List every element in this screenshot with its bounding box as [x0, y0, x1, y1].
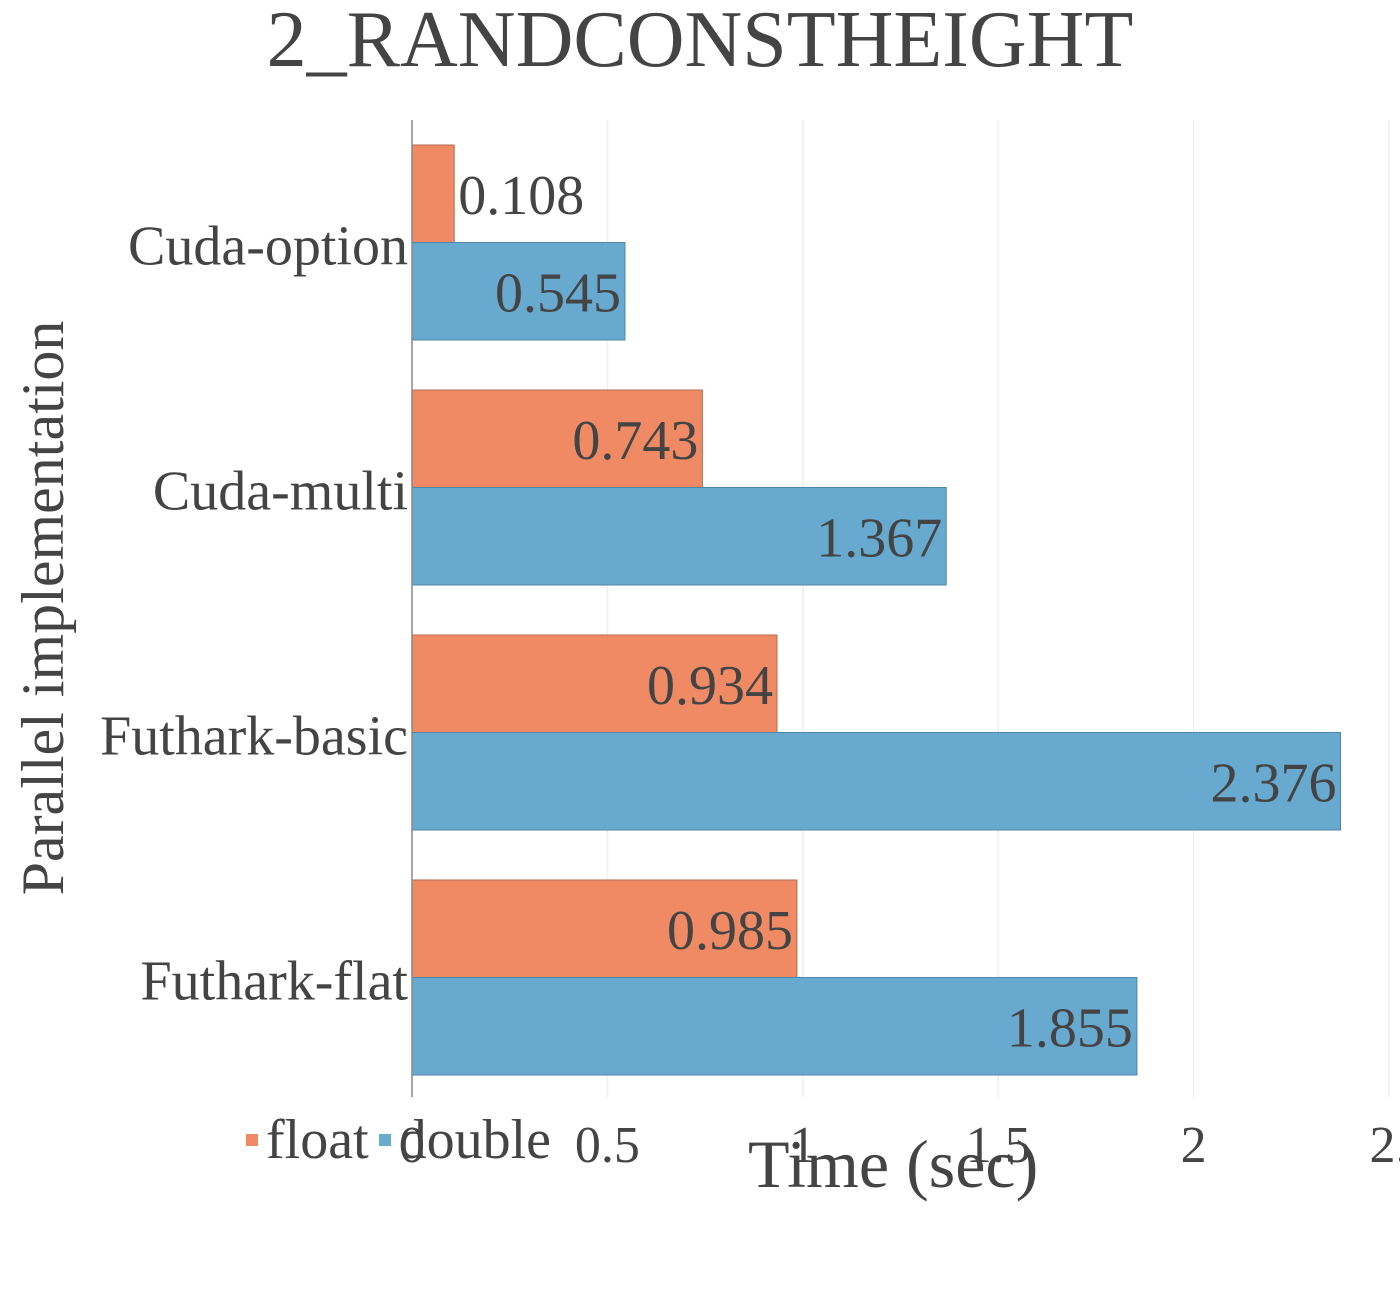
data-label: 0.108 [458, 165, 584, 227]
x-tick-label: 0.5 [575, 1117, 640, 1174]
bar-float-cuda-option[interactable] [411, 144, 455, 243]
legend-label-double: double [398, 1109, 552, 1171]
category-labels: Cuda-option Cuda-multi Futhark-basic Futhar… [100, 216, 408, 1013]
data-label: 2.376 [1211, 752, 1337, 814]
chart-title: 2_RANDCONSTHEIGHT [266, 0, 1134, 84]
bar-float-futhark-basic[interactable] [411, 634, 778, 733]
data-label: 0.545 [495, 262, 621, 324]
category-label: Cuda-option [128, 216, 408, 278]
bars [411, 144, 1342, 1076]
data-label: 0.743 [572, 410, 698, 472]
bar-double-futhark-basic[interactable] [411, 732, 1342, 831]
bar-double-futhark-flat[interactable] [411, 977, 1138, 1076]
data-labels: 0.108 0.545 0.743 1.367 0.934 2.376 0.985 1.855 [458, 165, 1336, 1060]
category-label: Cuda-multi [153, 461, 408, 523]
data-label: 1.855 [1007, 997, 1133, 1059]
legend-swatch-double [378, 1134, 391, 1146]
data-label: 0.934 [647, 655, 773, 717]
x-axis-label: Time (sec) [748, 1126, 1039, 1202]
x-tick-label: 2. [1370, 1117, 1400, 1174]
x-tick-label: 1.5 [966, 1117, 1031, 1174]
legend-swatch-float [246, 1134, 258, 1146]
data-label: 0.985 [667, 900, 793, 962]
bar-float-futhark-flat[interactable] [411, 879, 798, 978]
x-tick-label: 0 [399, 1117, 425, 1174]
y-axis-label: Parallel implementation [10, 320, 76, 896]
category-label: Futhark-basic [100, 706, 408, 768]
legend-item-double[interactable]: double [378, 1109, 552, 1171]
legend: float double [246, 1112, 561, 1168]
data-label: 1.367 [816, 507, 942, 569]
x-tick-label: 2 [1181, 1117, 1207, 1174]
legend-label-float: float [266, 1109, 369, 1171]
bar-double-cuda-multi[interactable] [411, 487, 947, 586]
x-tick-label: 1 [790, 1117, 816, 1174]
legend-item-float[interactable]: float [246, 1112, 369, 1168]
x-tick-labels: 0 0.5 1 1.5 2 2. [399, 1117, 1400, 1174]
bar-double-cuda-option[interactable] [411, 242, 626, 341]
bar-float-cuda-multi[interactable] [411, 389, 703, 488]
category-label: Futhark-flat [141, 951, 409, 1013]
